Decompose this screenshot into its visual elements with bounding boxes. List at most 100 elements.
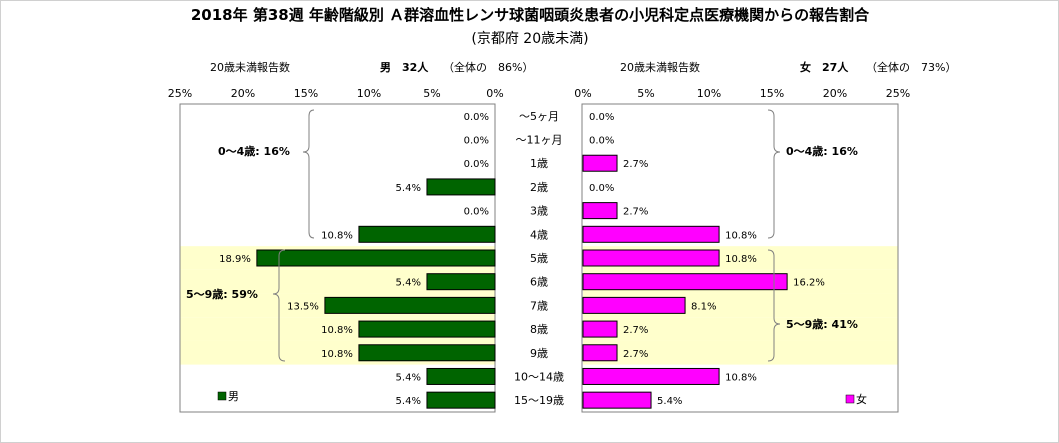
category-label: ～5ヶ月 bbox=[519, 110, 559, 123]
left-sex-count: 男 32人 bbox=[380, 60, 429, 74]
female-data-label: 0.0% bbox=[589, 183, 614, 194]
category-labels: ～5ヶ月 ～11ヶ月 1歳 2歳 3歳 4歳 5歳 6歳 7歳 8歳 9歳 10～14歳 15～19歳 bbox=[514, 110, 564, 407]
female-bar bbox=[582, 296, 686, 314]
female-bar bbox=[582, 225, 720, 243]
female-bar bbox=[582, 344, 618, 362]
male-data-label: 0.0% bbox=[464, 207, 489, 218]
right-tick-label: 10% bbox=[697, 87, 721, 100]
category-label: 3歳 bbox=[530, 205, 548, 218]
left-tick-label: 20% bbox=[231, 87, 255, 100]
male-data-label: 10.8% bbox=[321, 349, 353, 360]
female-data-label: 0.0% bbox=[589, 136, 614, 147]
right-count-label: 20歳未満報告数 bbox=[620, 61, 700, 74]
category-label: 1歳 bbox=[530, 157, 548, 170]
male-bar bbox=[358, 225, 496, 243]
highlight-band-right bbox=[583, 317, 898, 341]
female-data-label: 10.8% bbox=[725, 254, 757, 265]
legend-male-swatch bbox=[217, 391, 227, 401]
male-bar bbox=[426, 367, 496, 385]
female-data-label: 2.7% bbox=[623, 325, 648, 336]
female-bar bbox=[582, 249, 720, 267]
legend-male-label: 男 bbox=[228, 390, 239, 403]
category-label: 4歳 bbox=[530, 228, 548, 241]
female-bar bbox=[582, 391, 652, 409]
female-data-label: 2.7% bbox=[623, 159, 648, 170]
male-data-label: 13.5% bbox=[287, 301, 319, 312]
left-share: （全体の 86%） bbox=[443, 60, 533, 74]
highlight-band-right bbox=[583, 340, 898, 365]
female-bar bbox=[582, 202, 618, 220]
female-data-label: 5.4% bbox=[657, 396, 682, 407]
left-tick-label: 5% bbox=[423, 87, 440, 100]
female-data-label: 16.2% bbox=[793, 278, 825, 289]
male-bar bbox=[256, 249, 496, 267]
male-data-label: 5.4% bbox=[396, 278, 421, 289]
male-data-label: 0.0% bbox=[464, 112, 489, 123]
female-bar bbox=[582, 320, 618, 338]
male-bar bbox=[426, 273, 496, 291]
left-bracket-0-4 bbox=[302, 109, 315, 239]
female-bar bbox=[582, 273, 788, 291]
female-data-label: 10.8% bbox=[725, 372, 757, 383]
right-share: （全体の 73%） bbox=[866, 60, 956, 74]
male-data-label: 18.9% bbox=[219, 254, 251, 265]
right-bracket-0-4 bbox=[767, 109, 781, 239]
male-data-label: 0.0% bbox=[464, 136, 489, 147]
male-data-label: 10.8% bbox=[321, 325, 353, 336]
category-label: 7歳 bbox=[530, 299, 548, 312]
male-bar bbox=[426, 391, 496, 409]
female-data-label: 10.8% bbox=[725, 230, 757, 241]
left-count-label: 20歳未満報告数 bbox=[210, 61, 290, 74]
male-data-label: 5.4% bbox=[396, 372, 421, 383]
right-group-5-9-label: 5～9歳: 41% bbox=[786, 317, 858, 331]
male-bar bbox=[426, 178, 496, 196]
right-tick-label: 25% bbox=[886, 87, 910, 100]
right-tick-label: 5% bbox=[637, 87, 654, 100]
right-sex-count: 女 27人 bbox=[800, 60, 849, 74]
category-label: 15～19歳 bbox=[514, 394, 564, 407]
right-axis-ticks: 0% 5% 10% 15% 20% 25% bbox=[574, 87, 910, 100]
legend-female-swatch bbox=[845, 394, 855, 404]
female-data-label: 2.7% bbox=[623, 349, 648, 360]
category-label: 10～14歳 bbox=[514, 370, 564, 383]
female-bars bbox=[582, 154, 788, 409]
male-bar bbox=[358, 344, 496, 362]
male-data-labels: 0.0% 0.0% 0.0% 5.4% 0.0% 10.8% 18.9% 5.4% 13.5% 1… bbox=[219, 112, 489, 407]
left-tick-label: 10% bbox=[357, 87, 381, 100]
male-bar bbox=[324, 296, 496, 314]
category-label: 6歳 bbox=[530, 276, 548, 289]
male-bars bbox=[256, 178, 496, 409]
category-label: 2歳 bbox=[530, 181, 548, 194]
male-data-label: 5.4% bbox=[396, 396, 421, 407]
left-group-0-4-label: 0～4歳: 16% bbox=[218, 144, 290, 158]
left-tick-label: 25% bbox=[168, 87, 192, 100]
male-bar bbox=[358, 320, 496, 338]
group-brackets bbox=[272, 109, 781, 362]
right-tick-label: 0% bbox=[574, 87, 591, 100]
male-data-label: 5.4% bbox=[396, 183, 421, 194]
left-tick-label: 0% bbox=[486, 87, 503, 100]
female-data-label: 0.0% bbox=[589, 112, 614, 123]
right-bracket-5-9 bbox=[767, 249, 781, 362]
right-tick-label: 20% bbox=[823, 87, 847, 100]
female-data-label: 2.7% bbox=[623, 207, 648, 218]
category-label: 5歳 bbox=[530, 252, 548, 265]
category-label: 9歳 bbox=[530, 347, 548, 360]
female-data-label: 8.1% bbox=[691, 301, 716, 312]
male-data-label: 0.0% bbox=[464, 159, 489, 170]
legend-female-label: 女 bbox=[856, 392, 867, 406]
right-group-0-4-label: 0～4歳: 16% bbox=[786, 144, 858, 158]
left-tick-label: 15% bbox=[294, 87, 318, 100]
chart-subtitle: (京都府 20歳未満) bbox=[471, 31, 588, 47]
chart-title: 2018年 第38週 年齢階級別 Ａ群溶血性レンサ球菌咽頭炎患者の小児科定点医療… bbox=[191, 6, 870, 24]
right-tick-label: 15% bbox=[760, 87, 784, 100]
category-label: ～11ヶ月 bbox=[516, 134, 563, 147]
female-bar bbox=[582, 154, 618, 172]
male-data-label: 10.8% bbox=[321, 230, 353, 241]
highlight-band-left bbox=[180, 269, 495, 294]
category-label: 8歳 bbox=[530, 323, 548, 336]
left-axis-ticks: 25% 20% 15% 10% 5% 0% bbox=[168, 87, 504, 100]
female-bar bbox=[582, 367, 720, 385]
left-bracket-5-9 bbox=[272, 249, 286, 362]
